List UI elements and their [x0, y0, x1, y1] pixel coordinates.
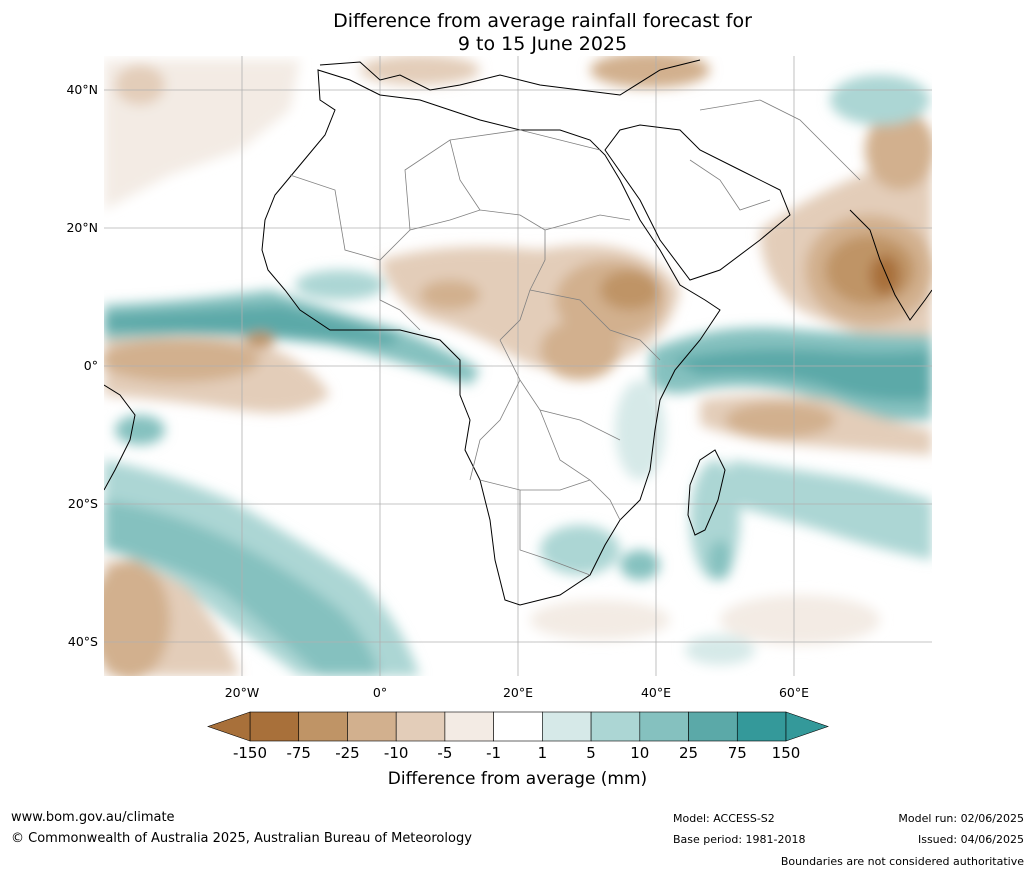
- colorbar-tick-label: -10: [383, 744, 409, 762]
- colorbar: [207, 711, 829, 742]
- lat-label: 0°: [83, 358, 98, 373]
- arabia-coastline: [604, 124, 791, 281]
- colorbar-tick-label: 150: [771, 744, 801, 762]
- map-title-line2: 9 to 15 June 2025: [457, 33, 628, 55]
- lon-label: 20°W: [224, 685, 260, 700]
- model-name: Model: ACCESS-S2: [673, 812, 775, 825]
- anomaly-field: [104, 56, 932, 676]
- colorbar-segment: [444, 711, 494, 742]
- colorbar-over-arrow: [785, 711, 829, 742]
- lon-label: 40°E: [640, 685, 672, 700]
- lon-label: 60°E: [778, 685, 810, 700]
- south-america-coastline: [104, 384, 136, 491]
- colorbar-title: Difference from average (mm): [387, 769, 648, 789]
- rainfall-anomaly-blobs: [104, 56, 932, 676]
- boundaries-disclaimer: Boundaries are not considered authoritat…: [780, 855, 1024, 868]
- base-period: Base period: 1981-2018: [673, 833, 806, 846]
- coastlines: [104, 59, 932, 606]
- colorbar-under-arrow: [207, 711, 251, 742]
- colorbar-segment: [688, 711, 738, 742]
- colorbar-segment: [298, 711, 348, 742]
- colorbar-segment: [347, 711, 397, 742]
- colorbar-segment: [493, 711, 543, 742]
- colorbar-tick-label: -25: [335, 744, 360, 762]
- lat-label: 40°S: [67, 633, 98, 649]
- lon-label: 20°E: [502, 685, 534, 700]
- colorbar-tick-label: 1: [537, 744, 548, 762]
- colorbar-tick-label: 10: [630, 744, 650, 762]
- colorbar-segment: [590, 711, 641, 742]
- colorbar-tick-label: -150: [232, 744, 268, 762]
- colorbar-segment: [542, 711, 592, 742]
- map-title: Difference from average rainfall forecas…: [0, 10, 1035, 56]
- lat-label: 40°N: [66, 82, 98, 98]
- issued-date: Issued: 04/06/2025: [917, 833, 1024, 846]
- colorbar-tick-label: -5: [437, 744, 453, 762]
- lat-label: 20°S: [67, 495, 98, 511]
- colorbar-tick-label: -75: [286, 744, 311, 762]
- colorbar-tick-label: -1: [486, 744, 502, 762]
- model-run-date: Model run: 02/06/2025: [898, 812, 1024, 825]
- india-coastline: [849, 209, 932, 321]
- map-title-line1: Difference from average rainfall forecas…: [333, 10, 752, 32]
- website-link[interactable]: www.bom.gov.au/climate: [11, 810, 175, 825]
- colorbar-segment: [639, 711, 689, 742]
- madagascar-coastline: [687, 449, 726, 536]
- colorbar-tick-label: 25: [678, 744, 699, 762]
- graticule: [104, 56, 932, 676]
- colorbar-segment: [395, 711, 446, 742]
- copyright-text: © Commonwealth of Australia 2025, Austra…: [11, 831, 472, 846]
- lon-label: 0°: [372, 685, 388, 700]
- country-boundaries: [289, 99, 861, 576]
- colorbar-segment: [249, 711, 300, 742]
- lat-label: 20°N: [66, 220, 98, 236]
- africa-coastline: [261, 69, 721, 606]
- colorbar-segment: [736, 711, 787, 742]
- europe-coastline: [319, 59, 701, 96]
- colorbar-tick-label: 5: [586, 744, 596, 762]
- colorbar-tick-label: 75: [727, 744, 747, 762]
